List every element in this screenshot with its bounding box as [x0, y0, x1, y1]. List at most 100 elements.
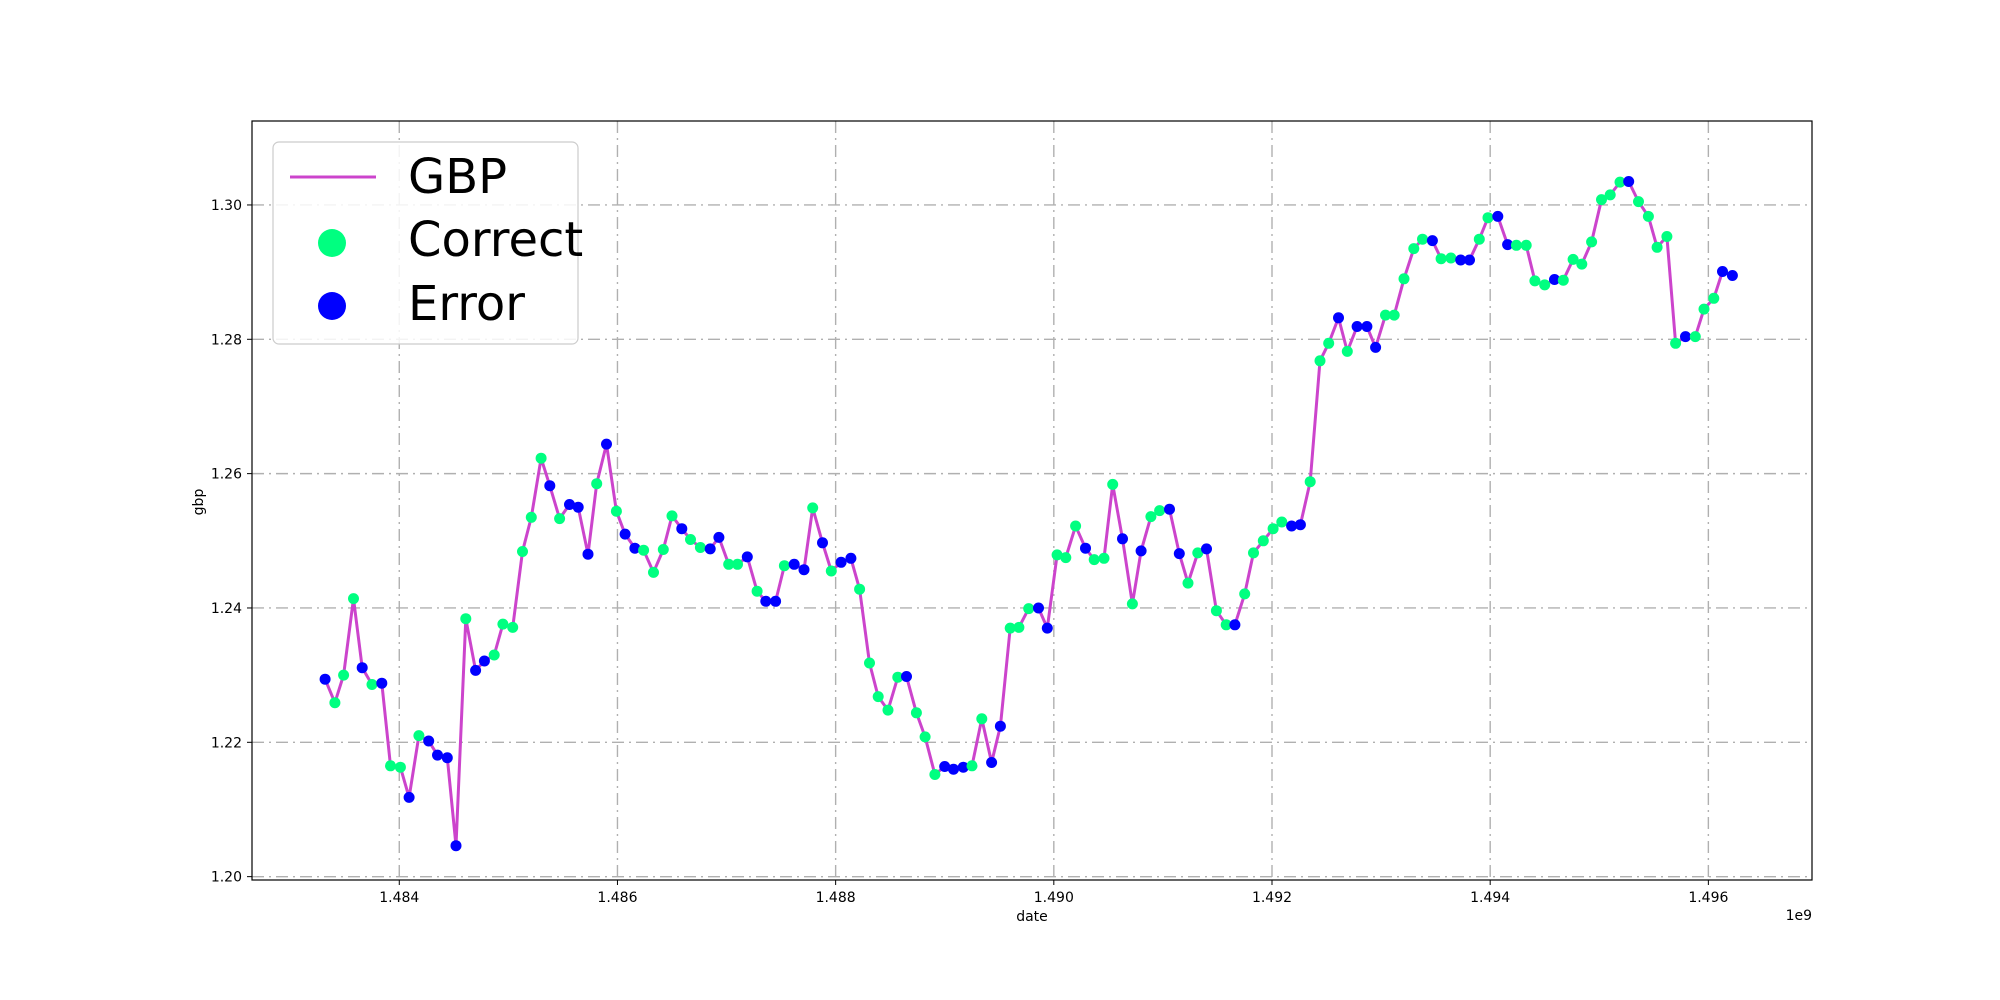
correct-point: [1567, 253, 1579, 265]
error-point: [939, 761, 951, 772]
correct-point: [366, 679, 378, 690]
correct-point: [1107, 478, 1119, 490]
y-tick-label: 1.24: [211, 601, 242, 617]
correct-point: [732, 558, 743, 570]
correct-point: [1323, 337, 1335, 349]
correct-point: [1088, 554, 1100, 566]
legend-error-swatch: [318, 292, 346, 320]
legend-frame: [272, 141, 579, 345]
correct-point: [1341, 345, 1353, 357]
x-offset-label: 1e9: [1786, 908, 1812, 924]
error-point: [788, 558, 800, 570]
correct-point: [1126, 598, 1138, 610]
error-point: [1041, 622, 1053, 634]
error-point: [1492, 210, 1504, 222]
error-point: [704, 543, 716, 555]
error-point: [376, 677, 388, 689]
correct-point: [1651, 241, 1663, 253]
correct-point: [385, 760, 396, 772]
error-point: [356, 662, 368, 674]
correct-point: [1145, 511, 1157, 523]
error-point: [1361, 321, 1373, 332]
correct-point: [1596, 194, 1607, 206]
error-point: [1135, 545, 1147, 557]
correct-point: [1380, 309, 1391, 321]
correct-point: [648, 566, 659, 578]
correct-point: [348, 593, 359, 605]
error-point: [1201, 543, 1212, 555]
correct-point: [1192, 547, 1204, 559]
error-point: [470, 664, 482, 676]
error-point: [423, 735, 435, 747]
correct-point: [1257, 535, 1269, 547]
correct-point: [460, 613, 472, 625]
correct-point: [1398, 273, 1410, 285]
correct-point: [1239, 588, 1251, 600]
y-tick-label: 1.22: [211, 735, 242, 751]
legend-label-gbp: GBP: [408, 149, 507, 205]
correct-point: [610, 505, 622, 517]
correct-point: [497, 618, 509, 630]
correct-point: [591, 478, 603, 490]
correct-point: [1633, 196, 1644, 208]
correct-point: [1417, 233, 1428, 245]
correct-point: [1576, 258, 1588, 270]
correct-point: [1154, 505, 1166, 517]
correct-point: [1510, 239, 1522, 251]
correct-point: [976, 713, 988, 725]
correct-point: [1023, 603, 1035, 615]
error-point: [1717, 266, 1728, 277]
y-tick-label: 1.20: [211, 870, 242, 886]
error-point: [1164, 503, 1175, 515]
correct-point: [666, 510, 678, 522]
error-point: [817, 537, 828, 549]
correct-point: [1408, 243, 1420, 255]
error-point: [1229, 619, 1241, 631]
correct-point: [919, 731, 931, 743]
correct-point: [1670, 337, 1682, 349]
error-point: [1502, 239, 1514, 251]
x-tick-label: 1.484: [379, 890, 419, 906]
correct-point: [1060, 552, 1072, 564]
error-point: [1623, 176, 1635, 187]
correct-point: [723, 558, 735, 570]
correct-point: [1557, 274, 1569, 286]
error-point: [1033, 602, 1044, 614]
correct-point: [1210, 605, 1222, 617]
grid: [252, 121, 1812, 880]
x-tick-label: 1.496: [1688, 890, 1728, 906]
correct-point: [488, 649, 500, 661]
error-point: [760, 595, 772, 607]
error-point: [1286, 520, 1298, 532]
correct-point: [872, 691, 884, 703]
correct-point: [657, 544, 669, 555]
error-point: [1294, 519, 1306, 531]
error-point: [582, 548, 594, 560]
error-point: [713, 531, 725, 543]
correct-point: [413, 730, 425, 742]
error-point: [835, 556, 847, 568]
error-point: [601, 438, 612, 450]
correct-point: [807, 502, 819, 514]
legend-label-error: Error: [408, 276, 525, 332]
correct-point: [329, 697, 341, 709]
error-point: [948, 763, 959, 775]
correct-point: [554, 513, 566, 525]
error-point: [1370, 341, 1382, 353]
correct-point: [1482, 212, 1494, 224]
correct-point: [1689, 331, 1701, 343]
correct-point: [1304, 476, 1316, 488]
x-tick-label: 1.488: [816, 890, 856, 906]
correct-point: [1661, 231, 1673, 242]
error-point: [676, 523, 688, 535]
x-tick-label: 1.486: [597, 890, 637, 906]
y-axis-label: gbp: [191, 489, 207, 516]
correct-point: [910, 707, 922, 719]
error-point: [1549, 274, 1560, 285]
correct-point: [751, 585, 763, 597]
correct-point: [685, 534, 696, 545]
correct-point: [1388, 309, 1400, 321]
correct-point: [1435, 253, 1447, 265]
correct-point: [825, 565, 837, 577]
